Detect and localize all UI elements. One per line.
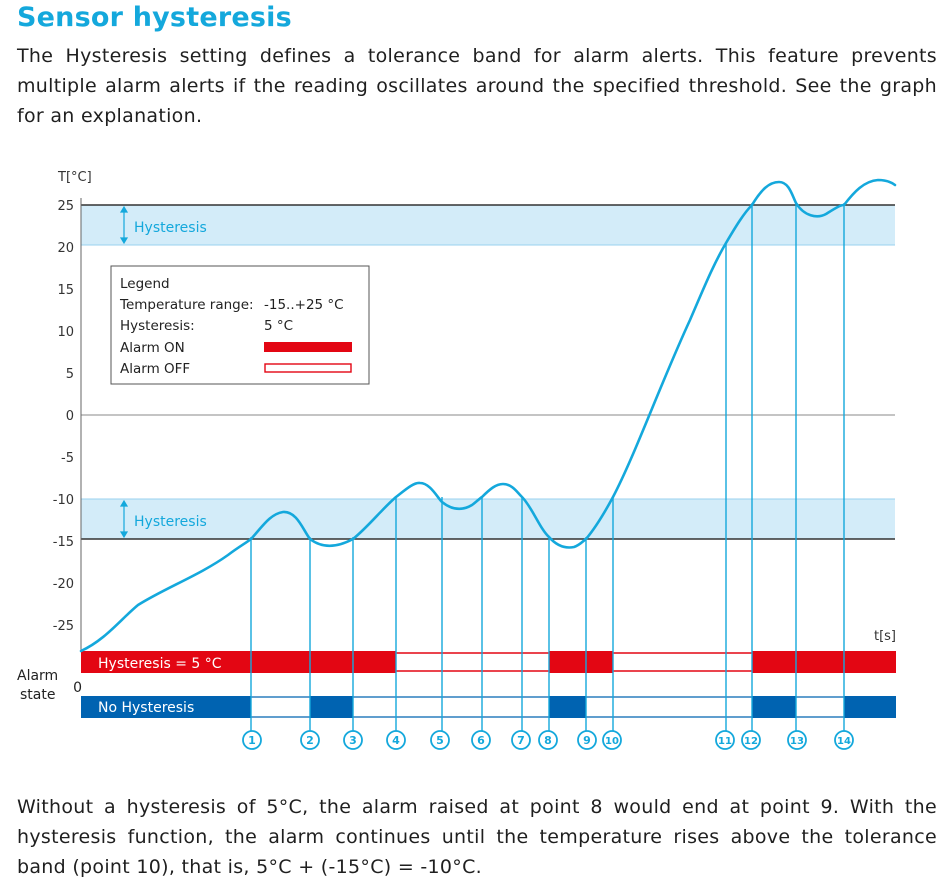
point-label: 14	[837, 736, 851, 747]
y-tick-label: -15	[53, 535, 74, 550]
y-tick-label: 25	[57, 199, 74, 214]
legend-alarm-off-swatch	[264, 363, 352, 373]
hysteresis-bar-label: Hysteresis = 5 °C	[98, 656, 222, 672]
hysteresis-diagram: T[°C] 25 20 15 10 5 0 -5 -10 -15 -20 -25…	[17, 170, 897, 750]
y-tick-label: -25	[53, 619, 74, 634]
legend-hysteresis-label: Hysteresis:	[120, 318, 195, 334]
legend-range-label: Temperature range:	[119, 297, 254, 313]
lower-band-label: Hysteresis	[134, 514, 207, 530]
alarm-state-label: Alarm	[17, 668, 58, 684]
point-label: 9	[583, 734, 591, 747]
legend-alarm-on-label: Alarm ON	[120, 340, 185, 356]
point-label: 7	[517, 734, 525, 747]
point-label: 13	[790, 736, 804, 747]
y-tick-label: 5	[66, 367, 74, 382]
point-label: 3	[349, 734, 357, 747]
alarm-state-label-2: state	[20, 687, 55, 703]
lower-band-indicator	[119, 499, 129, 539]
outro-paragraph: Without a hysteresis of 5°C, the alarm r…	[17, 796, 937, 878]
y-tick-label: 10	[57, 325, 74, 340]
point-label: 12	[744, 736, 758, 747]
point-label: 10	[605, 736, 619, 747]
y-tick-label: 20	[57, 241, 74, 256]
page-title: Sensor hysteresis	[17, 2, 292, 33]
alarm-zero-label: 0	[73, 680, 82, 696]
temperature-curve	[79, 178, 897, 653]
legend-alarm-on-swatch	[264, 342, 352, 352]
upper-band-indicator	[119, 205, 129, 245]
lower-hysteresis-band	[81, 499, 895, 539]
intro-paragraph: The Hysteresis setting defines a toleran…	[17, 45, 937, 127]
y-tick-label: -20	[53, 577, 74, 592]
y-tick-label: 15	[57, 283, 74, 298]
hysteresis-alarm-bar	[81, 651, 896, 673]
point-label: 11	[718, 736, 732, 747]
point-label: 5	[436, 734, 444, 747]
point-label: 1	[248, 734, 256, 747]
point-markers	[242, 730, 854, 750]
y-tick-label: -5	[61, 451, 74, 466]
upper-band-label: Hysteresis	[134, 220, 207, 236]
legend-hysteresis-value: 5 °C	[264, 318, 293, 334]
legend-alarm-off-label: Alarm OFF	[120, 361, 190, 377]
legend: Legend Temperature range: -15..+25 °C Hy…	[119, 276, 344, 377]
y-axis-label: T[°C]	[57, 170, 92, 185]
legend-title: Legend	[120, 276, 170, 292]
point-label: 2	[306, 734, 314, 747]
crossing-lines	[250, 203, 845, 731]
legend-range-value: -15..+25 °C	[264, 297, 344, 313]
point-labels: 1 2 3 4 5 6 7 8 9 10 11 12 13 14	[248, 734, 851, 747]
x-axis-label: t[s]	[874, 629, 896, 644]
point-label: 8	[544, 734, 552, 747]
no-hysteresis-alarm-bar	[81, 696, 896, 718]
no-hysteresis-bar-label: No Hysteresis	[98, 700, 194, 716]
y-tick-label: -10	[53, 493, 74, 508]
point-label: 4	[392, 734, 400, 747]
upper-hysteresis-band	[81, 205, 895, 245]
y-tick-label: 0	[66, 409, 74, 424]
point-label: 6	[477, 734, 485, 747]
y-tick-labels: 25 20 15 10 5 0 -5 -10 -15 -20 -25	[53, 199, 74, 634]
